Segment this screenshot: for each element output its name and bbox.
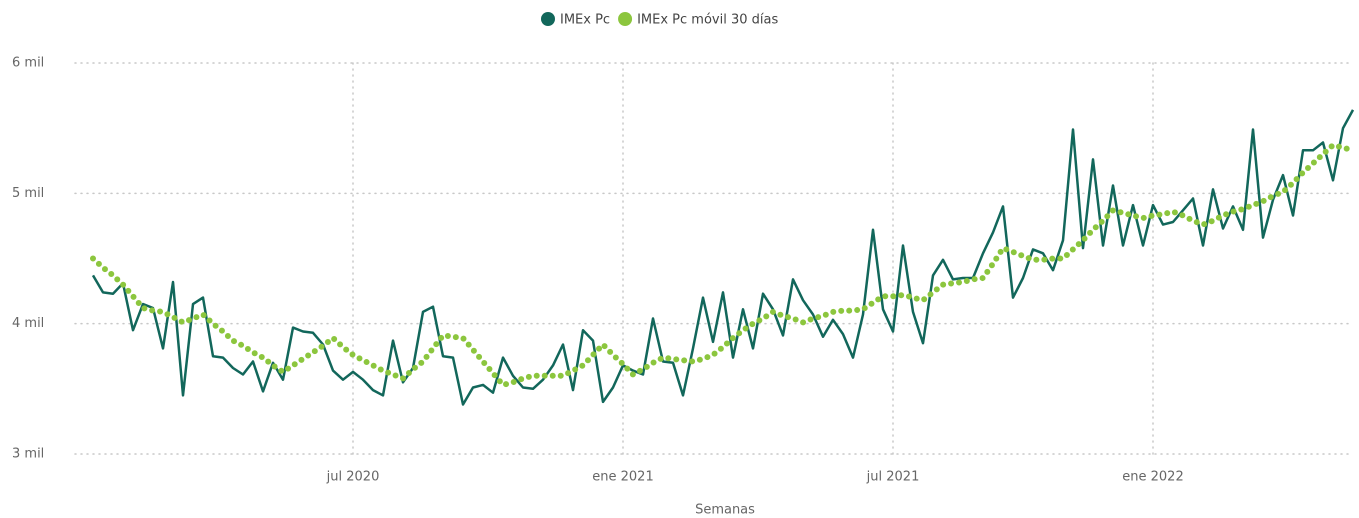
x-tick-label: ene 2021 bbox=[592, 470, 653, 485]
legend-label: IMEx Pc móvil 30 días bbox=[637, 13, 778, 28]
x-tick-label: ene 2022 bbox=[1122, 470, 1183, 485]
x-tick-label: jul 2020 bbox=[326, 470, 380, 485]
series-line bbox=[91, 109, 1355, 406]
y-tick-label: 5 mil bbox=[12, 186, 44, 201]
y-tick-label: 3 mil bbox=[12, 447, 44, 462]
legend-label: IMEx Pc bbox=[560, 13, 610, 28]
legend-swatch bbox=[618, 12, 633, 26]
y-tick-label: 4 mil bbox=[12, 316, 44, 331]
series-line bbox=[90, 142, 1356, 388]
x-tick-label: jul 2021 bbox=[866, 470, 920, 485]
x-axis-title: Semanas bbox=[695, 503, 755, 518]
y-tick-label: 6 mil bbox=[12, 56, 44, 71]
legend-swatch bbox=[541, 12, 555, 26]
